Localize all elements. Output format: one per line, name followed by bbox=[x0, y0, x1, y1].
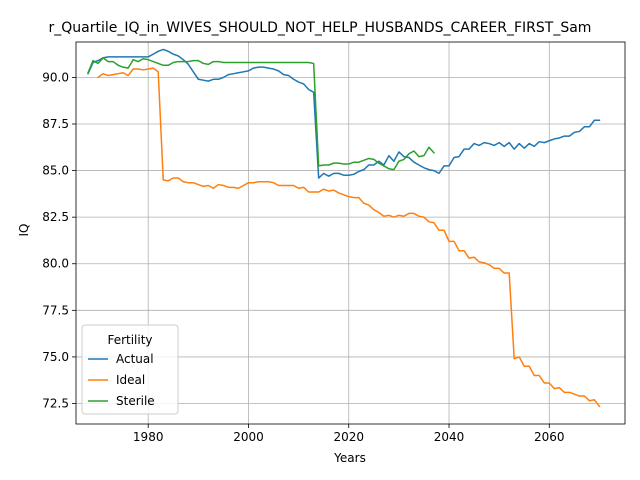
legend-box bbox=[81, 324, 179, 415]
y-tick-label: 77.5 bbox=[42, 303, 69, 317]
y-tick-label: 80.0 bbox=[42, 257, 69, 271]
y-tick-label: 75.0 bbox=[42, 350, 69, 364]
series-line-sterile bbox=[87, 57, 436, 171]
y-tick-label: 90.0 bbox=[42, 70, 69, 84]
legend: Fertility Actual Ideal Sterile bbox=[81, 324, 179, 415]
series-lines bbox=[87, 48, 601, 408]
x-tick-label: 2060 bbox=[534, 430, 565, 444]
legend-label-actual: Actual bbox=[116, 352, 154, 366]
y-tick-label: 85.0 bbox=[42, 164, 69, 178]
x-tick-label: 2000 bbox=[233, 430, 264, 444]
x-axis-label: Years bbox=[333, 451, 366, 465]
y-tick-label: 72.5 bbox=[42, 397, 69, 411]
legend-label-sterile: Sterile bbox=[116, 394, 155, 408]
plot-area-frame bbox=[75, 41, 626, 425]
x-tick-label: 1980 bbox=[133, 430, 164, 444]
x-tick-label: 2040 bbox=[434, 430, 465, 444]
chart-title: r_Quartile_IQ_in_WIVES_SHOULD_NOT_HELP_H… bbox=[49, 20, 592, 36]
legend-title: Fertility bbox=[107, 333, 152, 347]
y-axis-ticks: 72.5 75.0 77.5 80.0 82.5 85.0 87.5 90.0 bbox=[42, 70, 76, 411]
series-line-actual bbox=[87, 48, 601, 179]
y-tick-label: 82.5 bbox=[42, 210, 69, 224]
series-line-ideal bbox=[97, 67, 601, 408]
y-axis-label: IQ bbox=[17, 224, 31, 237]
y-tick-label: 87.5 bbox=[42, 117, 69, 131]
legend-label-ideal: Ideal bbox=[116, 373, 145, 387]
x-axis-ticks: 1980 2000 2020 2040 2060 bbox=[133, 424, 565, 444]
x-tick-label: 2020 bbox=[333, 430, 364, 444]
